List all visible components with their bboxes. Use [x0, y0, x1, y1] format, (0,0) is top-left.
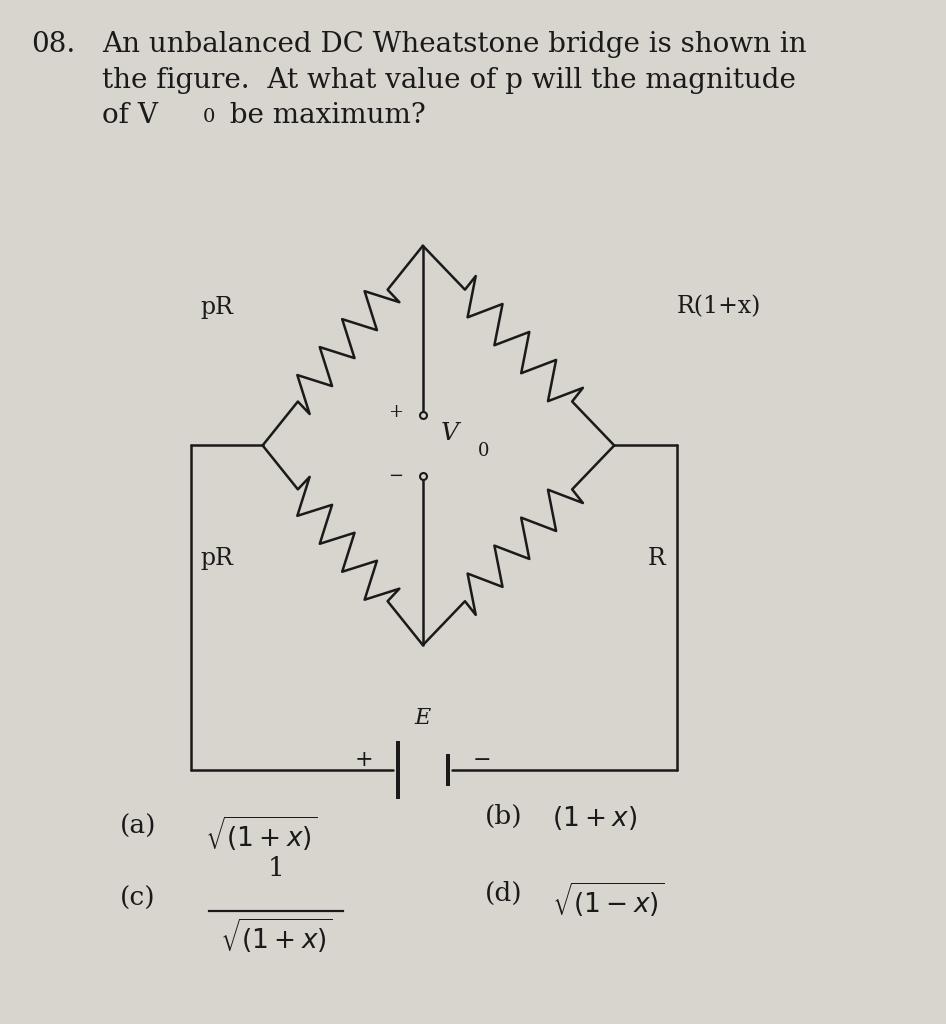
Text: $\sqrt{(1-x)}$: $\sqrt{(1-x)}$: [552, 881, 664, 920]
Text: (a): (a): [120, 814, 157, 839]
Text: +: +: [388, 402, 403, 421]
Text: −: −: [388, 467, 403, 485]
Text: (b): (b): [485, 804, 523, 828]
Text: $\sqrt{(1+x)}$: $\sqrt{(1+x)}$: [204, 814, 317, 853]
Text: pR: pR: [201, 547, 234, 569]
Text: 08.: 08.: [31, 31, 76, 57]
Text: R(1+x): R(1+x): [676, 296, 761, 318]
Text: E: E: [414, 708, 431, 729]
Text: +: +: [355, 749, 374, 771]
Text: 1: 1: [268, 856, 285, 881]
Text: $(1+x)$: $(1+x)$: [552, 804, 637, 831]
Text: $\sqrt{(1+x)}$: $\sqrt{(1+x)}$: [219, 916, 332, 955]
Text: −: −: [472, 749, 491, 771]
Text: be maximum?: be maximum?: [220, 102, 426, 129]
Text: An unbalanced DC Wheatstone bridge is shown in: An unbalanced DC Wheatstone bridge is sh…: [102, 31, 807, 57]
Text: R: R: [648, 547, 666, 569]
Text: 0: 0: [478, 441, 489, 460]
Text: (d): (d): [485, 881, 523, 905]
Text: 0: 0: [203, 108, 216, 126]
Text: V: V: [441, 422, 459, 444]
Text: the figure.  At what value of p will the magnitude: the figure. At what value of p will the …: [102, 67, 797, 93]
Text: pR: pR: [201, 296, 234, 318]
Text: of V: of V: [102, 102, 158, 129]
Text: (c): (c): [120, 886, 156, 910]
